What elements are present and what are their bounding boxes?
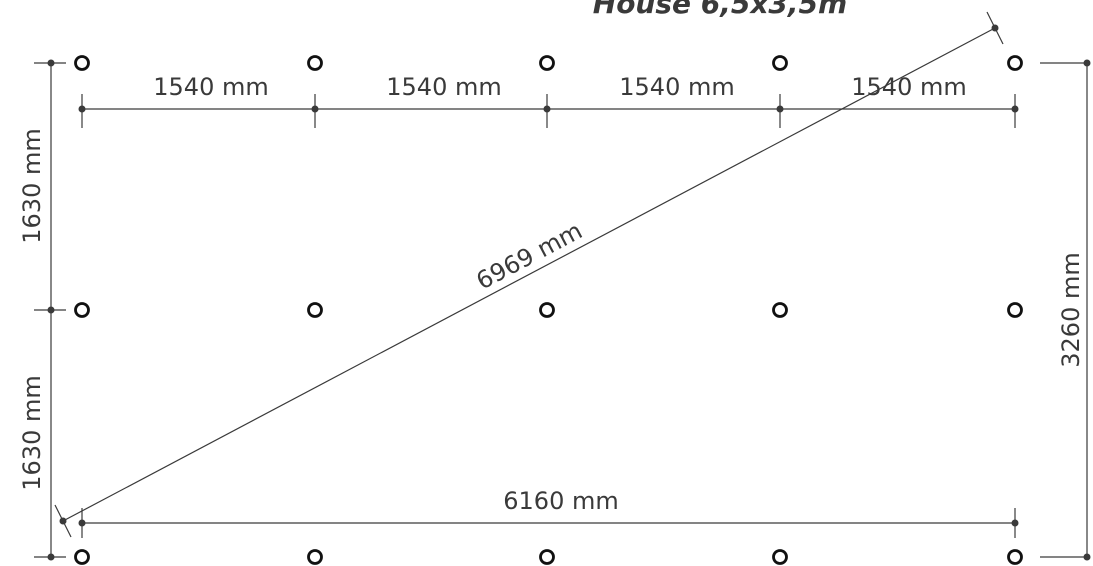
total-width-label: 6160 mm [503, 487, 618, 515]
post [1007, 302, 1023, 318]
segment-label-1: 1540 mm [153, 73, 268, 101]
segment-label-3: 1540 mm [619, 73, 734, 101]
post [74, 549, 90, 565]
left-lower-label: 1630 mm [18, 375, 46, 490]
post [1007, 55, 1023, 71]
left-upper-label: 1630 mm [18, 128, 46, 243]
post [539, 55, 555, 71]
post [307, 549, 323, 565]
total-width-dimension: 6160 mm [78, 487, 1019, 538]
top-segment-dimension: 1540 mm 1540 mm 1540 mm 1540 mm [78, 73, 1019, 128]
post [307, 55, 323, 71]
post [1007, 549, 1023, 565]
diagonal-label: 6969 mm [472, 217, 587, 296]
plan-title: House 6,5x3,5m [593, 0, 847, 20]
post [74, 302, 90, 318]
post [772, 549, 788, 565]
post [307, 302, 323, 318]
post [772, 302, 788, 318]
post [74, 55, 90, 71]
left-height-dimension: 1630 mm 1630 mm [18, 59, 66, 561]
post [772, 55, 788, 71]
total-height-label: 3260 mm [1057, 252, 1085, 367]
post [539, 302, 555, 318]
right-height-dimension: 3260 mm [1040, 59, 1091, 561]
segment-label-2: 1540 mm [386, 73, 501, 101]
post [539, 549, 555, 565]
post-grid [74, 55, 1023, 565]
segment-label-4: 1540 mm [851, 73, 966, 101]
